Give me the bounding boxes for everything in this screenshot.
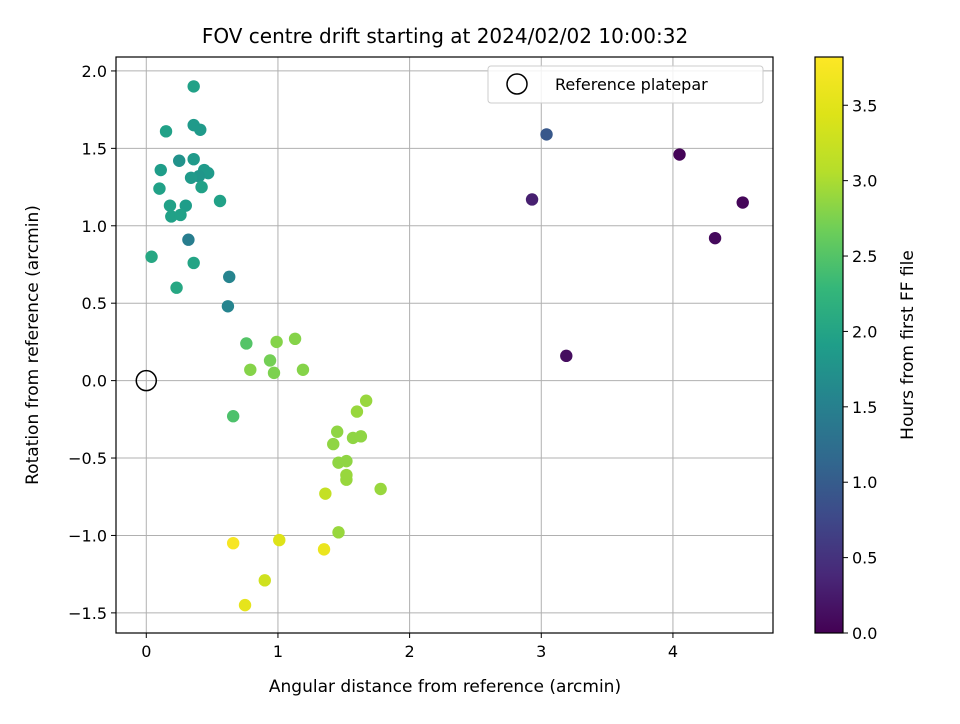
scatter-point <box>195 180 208 194</box>
x-tick-label: 2 <box>405 642 415 661</box>
colorbar <box>814 56 844 634</box>
chart-title: FOV centre drift starting at 2024/02/02 … <box>202 24 688 48</box>
colorbar-tick-label: 2.0 <box>852 322 877 341</box>
scatter-point <box>163 199 177 212</box>
scatter-point <box>165 210 178 223</box>
scatter-point <box>267 366 281 380</box>
scatter-point <box>226 410 240 423</box>
scatter-point <box>350 405 364 418</box>
scatter-point <box>736 196 749 209</box>
scatter-point <box>258 574 271 587</box>
scatter-point <box>540 128 553 141</box>
scatter-point <box>174 208 187 222</box>
colorbar-tick-label: 3.5 <box>852 96 877 115</box>
x-tick-label: 1 <box>273 642 283 661</box>
scatter-point <box>179 199 192 212</box>
scatter-point <box>340 454 353 468</box>
scatter-point <box>270 335 283 349</box>
scatter-point <box>330 425 344 438</box>
y-tick-label: −1.0 <box>68 526 107 545</box>
y-tick-label: 2.0 <box>82 62 107 81</box>
colorbar-tick-label: 2.5 <box>852 247 877 266</box>
x-axis-ticks: 0 1 2 3 4 <box>141 633 678 661</box>
scatter-point <box>221 300 235 313</box>
x-axis-label: Angular distance from reference (arcmin) <box>269 677 621 697</box>
x-tick-label: 3 <box>536 642 546 661</box>
scatter-point <box>244 363 257 376</box>
scatter-point <box>708 231 722 245</box>
y-tick-label: 0.0 <box>82 372 107 391</box>
scatter-point <box>182 233 195 246</box>
y-tick-label: −1.5 <box>68 604 107 623</box>
colorbar-tick-label: 1.0 <box>852 473 877 492</box>
scatter-point <box>153 182 166 195</box>
scatter-point <box>340 473 353 486</box>
colorbar-label: Hours from first FF file <box>898 250 918 440</box>
y-tick-label: −0.5 <box>68 449 107 468</box>
colorbar-tick-label: 0.0 <box>852 624 877 643</box>
y-axis-ticks: −1.5 −1.0 −0.5 0.0 0.5 1.0 1.5 2.0 <box>68 62 116 623</box>
y-tick-label: 0.5 <box>82 294 107 313</box>
scatter-point <box>319 487 332 500</box>
colorbar-tick-label: 3.0 <box>852 172 877 191</box>
scatter-point <box>288 332 302 346</box>
legend: Reference platepar <box>487 65 764 104</box>
scatter-point <box>673 148 686 161</box>
legend-reference-marker <box>506 73 528 95</box>
scatter-point <box>273 533 286 547</box>
data-points <box>145 80 749 612</box>
scatter-point <box>317 543 331 556</box>
scatter-point <box>170 281 183 294</box>
scatter-point <box>213 194 227 208</box>
scatter-point <box>238 598 252 612</box>
scatter-point <box>194 123 207 136</box>
scatter-point <box>172 154 186 167</box>
colorbar-ticks: 0.0 0.5 1.0 1.5 2.0 2.5 3.0 3.5 <box>843 96 877 643</box>
scatter-point <box>560 349 573 363</box>
plot-frame <box>115 56 774 634</box>
scatter-point <box>187 80 200 93</box>
scatter-point <box>145 250 158 263</box>
reference-platepar-marker <box>135 369 158 392</box>
colorbar-tick-label: 1.5 <box>852 398 877 417</box>
scatter-point <box>374 482 387 496</box>
scatter-point <box>226 536 240 550</box>
x-tick-label: 0 <box>141 642 151 661</box>
scatter-point <box>240 337 253 350</box>
scatter-point <box>263 354 277 367</box>
y-axis-label: Rotation from reference (arcmin) <box>23 205 43 485</box>
y-tick-label: 1.5 <box>82 139 107 158</box>
grid-lines <box>116 57 773 633</box>
scatter-point <box>525 193 539 206</box>
scatter-point <box>159 125 173 138</box>
scatter-point <box>154 163 167 177</box>
colorbar-tick-label: 0.5 <box>852 549 877 568</box>
legend-box <box>487 65 764 104</box>
scatter-point <box>359 394 373 407</box>
scatter-point <box>296 363 310 376</box>
legend-entry-reference-platepar: Reference platepar <box>555 75 708 94</box>
scatter-point <box>223 270 236 284</box>
x-tick-label: 4 <box>668 642 678 661</box>
y-tick-label: 1.0 <box>82 217 107 236</box>
scatter-point <box>184 171 198 184</box>
scatter-point <box>187 152 200 166</box>
scatter-point <box>354 430 368 443</box>
scatter-point <box>187 256 200 270</box>
scatter-point <box>332 526 345 539</box>
scatter-point <box>327 437 340 451</box>
